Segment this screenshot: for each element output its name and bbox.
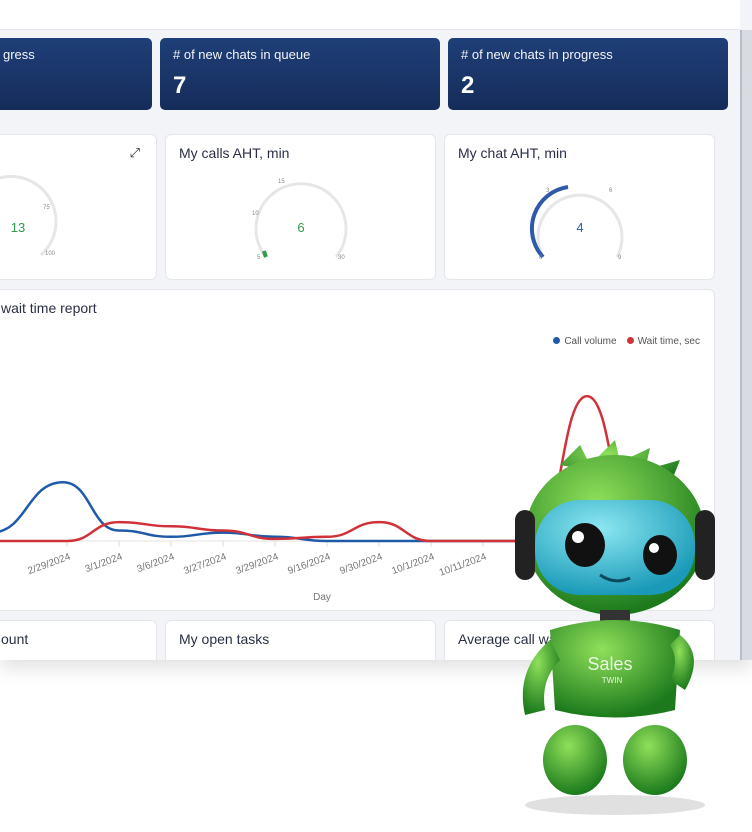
legend-dot-icon (626, 337, 634, 344)
gauge-card-chat-aht: My chat AHT, min 3 6 0 9 4 (444, 134, 715, 280)
gauge-chat-aht: 3 6 0 9 4 (529, 185, 624, 261)
gauge-tick: 100 (45, 251, 56, 257)
series-wait-time-line (0, 394, 640, 543)
kpi-label: # of new chats in queue (173, 47, 311, 62)
x-tick-label: 3/1/2024 (84, 551, 125, 575)
gauge-value: 6 (297, 220, 304, 235)
card-title: Average call waiti (458, 631, 567, 647)
x-tick-label: 10/1/2024 (390, 551, 436, 577)
kpi-chats-in-progress: gress (0, 38, 152, 110)
gauge-tick: 3 (546, 188, 550, 194)
legend-label: Wait time, sec (637, 336, 700, 347)
dashboard-screen: gress # of new chats in queue 7 # of new … (0, 0, 752, 660)
gauge-tick: 10 (252, 211, 259, 217)
card-count: ount (0, 620, 157, 660)
expand-icon[interactable]: ⤢ (129, 145, 140, 160)
card-title: ount (1, 631, 29, 647)
gauge-card-1: ⤢ 75 100 13 (0, 134, 157, 280)
legend-call-volume[interactable]: Call volume (553, 336, 617, 347)
scrollbar[interactable] (740, 30, 752, 660)
kpi-label: gress (3, 47, 35, 62)
gauge-tick: 15 (278, 179, 285, 185)
card-title: My chat AHT, min (458, 145, 567, 161)
gauge-card-calls-aht: My calls AHT, min 15 10 5 30 6 (165, 134, 436, 280)
chart-legend: Call volume Wait time, sec (553, 336, 700, 347)
gauge-value: 4 (576, 220, 583, 235)
card-open-tasks: My open tasks (165, 620, 436, 660)
gauge-tick: 9 (618, 255, 622, 261)
x-tick-label: 2/29/2024 (26, 551, 72, 577)
x-tick-label: 3/27/2024 (182, 551, 228, 577)
gauge-value: 13 (11, 220, 25, 235)
gauge-calls-aht: 15 10 5 30 6 (252, 179, 348, 261)
robot-logo-text: Sales (587, 654, 632, 674)
card-title: My open tasks (179, 631, 270, 647)
kpi-label: # of new chats in progress (461, 47, 613, 62)
kpi-value: 2 (461, 72, 475, 99)
legend-wait-time[interactable]: Wait time, sec (626, 336, 700, 347)
report-title: wait time report (1, 300, 97, 316)
card-title: My calls AHT, min (179, 145, 290, 161)
x-tick-label: 9/16/2024 (286, 551, 332, 577)
gauge-tick: 75 (43, 205, 50, 211)
top-bar (0, 0, 740, 30)
kpi-new-chats-in-progress: # of new chats in progress 2 (448, 38, 728, 110)
legend-label: Call volume (564, 336, 617, 347)
gauge-tick: 30 (338, 255, 345, 261)
gauge-tick: 0 (539, 255, 543, 261)
legend-dot-icon (553, 337, 561, 344)
x-tick-label: 3/29/2024 (234, 551, 280, 577)
gauge-1: 75 100 13 (0, 175, 58, 257)
sales-twin-robot-mascot: Sales TWIN (515, 440, 715, 815)
x-axis-label: Day (313, 592, 331, 603)
x-tick-label: 9/30/2024 (338, 551, 384, 577)
gauge-tick: 5 (257, 255, 261, 261)
kpi-chats-in-queue: # of new chats in queue 7 (160, 38, 440, 110)
robot-logo-sub: TWIN (602, 676, 623, 685)
gauge-tick: 6 (609, 188, 613, 194)
x-tick-label: 3/6/2024 (136, 551, 177, 575)
kpi-value: 7 (173, 72, 187, 99)
